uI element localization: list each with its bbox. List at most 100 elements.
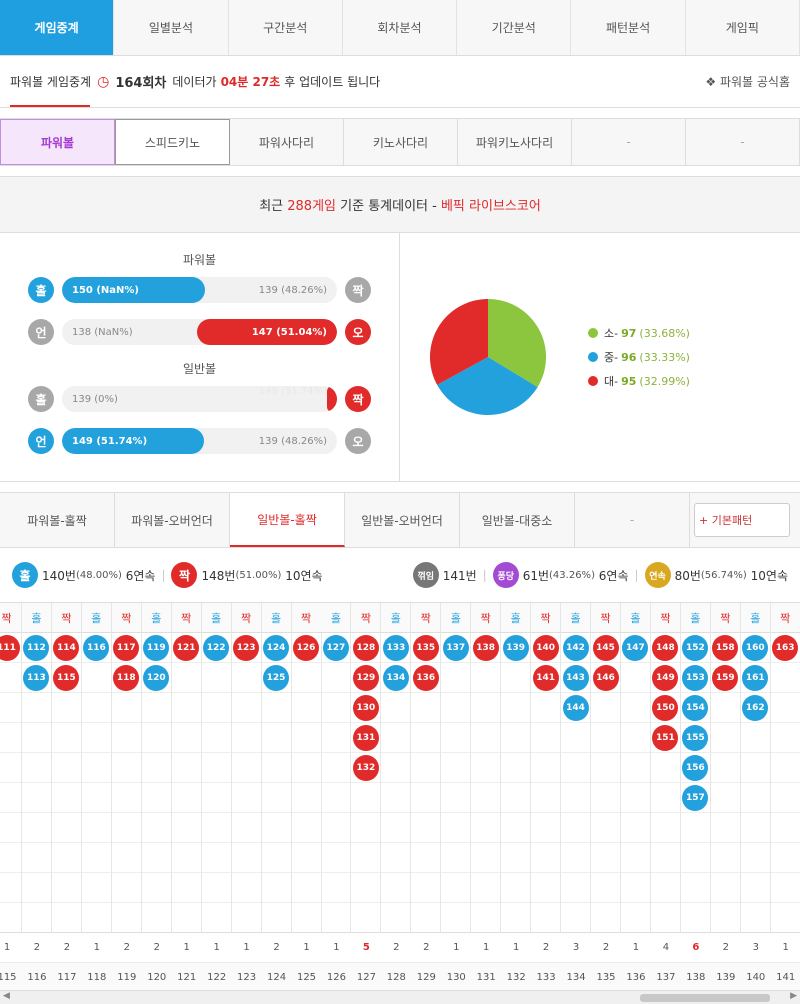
grid-cell	[651, 903, 680, 932]
grid-cell	[770, 813, 800, 843]
even-count: 148번	[201, 568, 236, 583]
pattern-tab[interactable]: 일반볼-대중소	[460, 493, 575, 547]
round-num: 134	[566, 972, 586, 983]
result-ball: 137	[442, 634, 469, 661]
round-num: 138	[686, 972, 706, 983]
grid-cell	[620, 723, 650, 753]
main-tab[interactable]: 게임픽	[686, 0, 800, 55]
pattern-column: 홀 152 153 154 155 156 157	[680, 603, 711, 932]
grid-cell	[591, 873, 620, 903]
grid-cell	[710, 813, 740, 843]
grid-cell: 150	[650, 693, 680, 723]
grid-cell: 120	[141, 663, 171, 693]
grid-cell	[501, 813, 531, 843]
cont-pct: (56.74%)	[700, 569, 747, 581]
grid-cell	[111, 693, 141, 723]
grid-cell: 163	[770, 633, 800, 663]
main-tab[interactable]: 패턴분석	[571, 0, 686, 55]
grid-cell	[471, 663, 501, 693]
pattern-tab[interactable]: 일반볼-오버언더	[345, 493, 460, 547]
grid-cell	[82, 903, 111, 932]
grid-cell	[381, 753, 411, 783]
column-header: 홀	[201, 603, 231, 633]
pattern-column: 홀 116	[81, 603, 112, 932]
result-ball: 115	[53, 664, 80, 691]
pattern-tab[interactable]: 일반볼-홀짝	[230, 493, 345, 547]
legend-pct: (33.33%)	[639, 350, 690, 364]
normalball-title: 일반볼	[182, 362, 217, 376]
official-home-label: 파워볼 공식홈	[719, 75, 790, 89]
grid-cell	[531, 693, 561, 723]
grid-cell	[172, 903, 201, 932]
grid-cell	[81, 813, 111, 843]
grid-cell	[262, 903, 291, 932]
game-tab[interactable]: 스피드키노	[115, 119, 230, 165]
grid-cell: 129	[351, 663, 381, 693]
result-ball: 123	[233, 634, 260, 661]
grid-cell	[501, 753, 531, 783]
main-tab[interactable]: 기간분석	[457, 0, 572, 55]
grid-cell	[81, 663, 111, 693]
grid-cell	[561, 843, 591, 873]
scroll-right-icon[interactable]: ▶	[790, 991, 797, 1001]
official-home-link[interactable]: ❖ 파워볼 공식홈	[705, 75, 790, 89]
main-tab[interactable]: 일별분석	[114, 0, 229, 55]
result-ball: 153	[682, 664, 709, 691]
game-tab[interactable]: 키노사다리	[344, 119, 458, 165]
grid-cell	[381, 813, 411, 843]
grid-cell: 148	[650, 633, 680, 663]
grid-cell: 140	[531, 633, 561, 663]
grid-cell	[231, 693, 261, 723]
main-tab[interactable]: 게임중계	[0, 0, 115, 55]
pattern-tab[interactable]: 파워볼-홀짝	[0, 493, 115, 547]
grid-cell	[0, 723, 21, 753]
grid-cell	[411, 873, 441, 903]
grid-cell	[201, 663, 231, 693]
grid-cell	[501, 693, 531, 723]
grid-cell: 159	[710, 663, 740, 693]
grid-cell	[321, 873, 351, 903]
result-ball: 144	[562, 694, 589, 721]
round-num: 136	[626, 972, 646, 983]
result-ball: 145	[592, 634, 619, 661]
column-header: 짝	[411, 603, 441, 633]
grid-cell: 127	[321, 633, 351, 663]
grid-cell	[51, 813, 81, 843]
main-tab[interactable]: 구간분석	[229, 0, 343, 55]
grid-cell	[321, 783, 351, 813]
grid-cell	[441, 813, 471, 843]
main-tab[interactable]: 회차분석	[343, 0, 458, 55]
streak-count: 1	[303, 942, 310, 953]
legend-label: 대	[604, 375, 615, 388]
grid-cell	[0, 663, 21, 693]
grid-cell	[202, 903, 231, 932]
round-num: 127	[356, 972, 376, 983]
scroll-thumb[interactable]	[640, 994, 770, 1002]
pattern-column: 홀 137	[441, 603, 472, 932]
grid-cell	[711, 903, 740, 932]
grid-cell	[441, 723, 471, 753]
grid-cell	[201, 723, 231, 753]
update-text-1: 데이터가	[172, 75, 217, 89]
game-tab[interactable]: 파워사다리	[230, 119, 344, 165]
pattern-column: 홀 119 120	[141, 603, 172, 932]
grid-cell	[561, 903, 590, 932]
basic-pattern-button[interactable]: + 기본패턴	[694, 503, 790, 537]
break-badge: 꺾임	[412, 562, 439, 588]
grid-cell: 146	[591, 663, 620, 693]
legend-count: 96	[621, 350, 637, 364]
grid-cell	[321, 903, 350, 932]
legend-pct: (32.99%)	[639, 374, 690, 388]
grid-cell	[51, 783, 81, 813]
round-num: 140	[746, 972, 766, 983]
legend-item: 중 - 96 (33.33%)	[588, 349, 690, 365]
pattern-tab[interactable]: 파워볼-오버언더	[115, 493, 230, 547]
column-header: 홀	[680, 603, 710, 633]
scroll-left-icon[interactable]: ◀	[3, 991, 10, 1001]
column-header: 홀	[441, 603, 471, 633]
pattern-column: 짝 140 141	[531, 603, 562, 932]
game-tab[interactable]: 파워키노사다리	[458, 119, 572, 165]
grid-cell	[680, 813, 710, 843]
horizontal-scrollbar[interactable]: ◀ ▶	[0, 990, 800, 1004]
game-tab[interactable]: 파워볼	[0, 119, 115, 165]
